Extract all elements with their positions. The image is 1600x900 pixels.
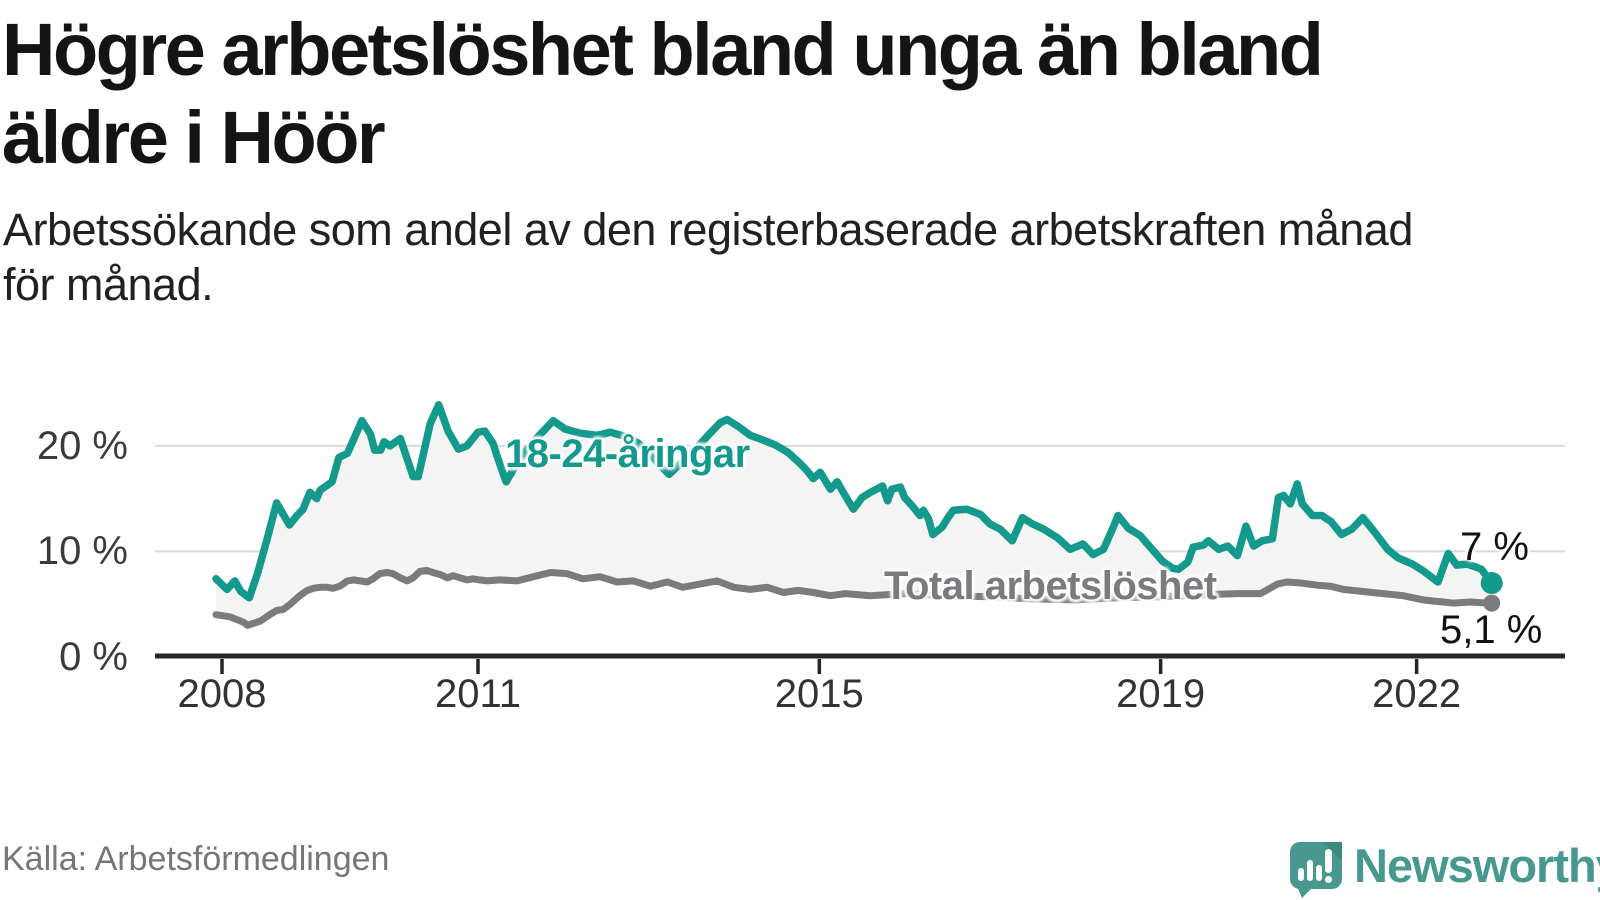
source-attribution: Källa: Arbetsförmedlingen <box>2 840 390 878</box>
x-axis-label: 2008 <box>177 672 267 716</box>
series-line-youth <box>212 401 1496 602</box>
subtitle-line-1: Arbetssökande som andel av den registerb… <box>3 204 1413 255</box>
y-axis-label: 10 % <box>36 529 128 574</box>
title-line-2: äldre i Höör <box>2 96 386 179</box>
subtitle-line-2: för månad. <box>3 259 214 310</box>
x-axis-label: 2011 <box>434 672 521 716</box>
end-dot-youth <box>1480 572 1503 595</box>
logo-bubble-tail <box>1296 884 1314 898</box>
x-axis <box>155 653 1565 674</box>
logo-bubble-icon <box>1290 842 1342 898</box>
logo-wordmark: Newsworthy <box>1354 839 1600 892</box>
title-line-1: Högre arbetslöshet bland unga än bland <box>2 8 1324 91</box>
end-dot-total <box>1483 594 1501 612</box>
page-title: Högre arbetslöshet bland unga än bland ä… <box>2 6 1572 182</box>
x-axis-label: 2022 <box>1372 672 1462 716</box>
series-line-total <box>212 566 1496 629</box>
x-axis-label: 2015 <box>774 672 864 716</box>
end-value-label-youth: 7 % <box>1460 525 1529 569</box>
logo-corner-fold <box>1322 842 1342 861</box>
y-axis-label: 20 % <box>36 423 128 468</box>
newsworthy-logo <box>1290 842 1342 898</box>
x-axis-label: 2019 <box>1116 672 1206 716</box>
logo-exclamation-dot <box>1325 876 1332 883</box>
y-axis-label: 0 % <box>59 634 128 679</box>
data-lines <box>212 401 1496 629</box>
series-label-total: Total arbetslöshet <box>884 564 1217 608</box>
series-label-youth: 18-24-åringar <box>505 432 750 476</box>
series-end-dots <box>1480 572 1503 612</box>
logo-barchart-icon <box>1298 849 1332 883</box>
chart-subtitle: Arbetssökande som andel av den registerb… <box>3 202 1583 312</box>
end-value-label-total: 5,1 % <box>1440 608 1543 652</box>
logo-exclamation-bar <box>1325 849 1332 873</box>
